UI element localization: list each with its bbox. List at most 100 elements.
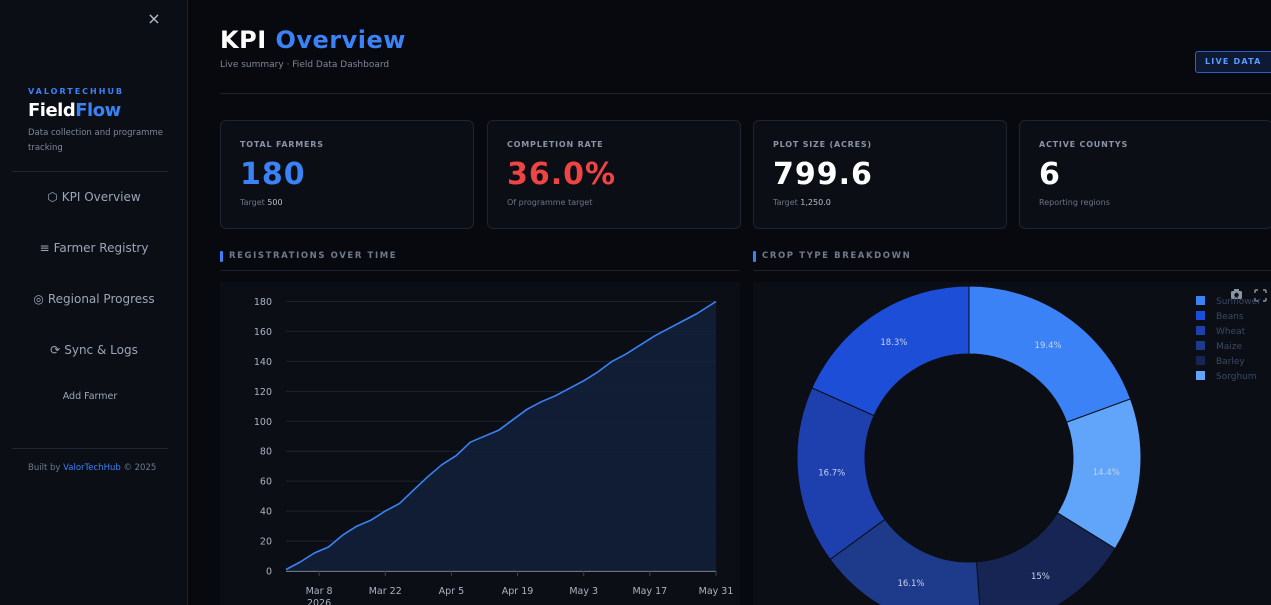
header-divider — [220, 93, 1271, 94]
kpi-card-active-countys: Active Countys 6 Reporting regions — [1019, 120, 1271, 229]
registrations-line — [285, 300, 717, 571]
camera-icon — [1231, 289, 1242, 299]
y-tick-label: 20 — [260, 537, 272, 548]
sidebar-item-label: KPI Overview — [61, 190, 141, 204]
donut-slice — [975, 512, 1116, 605]
y-tick-label: 40 — [260, 507, 272, 518]
slice-label: 15% — [1031, 572, 1050, 582]
kpi-sub-value: 500 — [267, 198, 283, 207]
legend-swatch — [1196, 356, 1205, 365]
kpi-card-total-farmers: Total Farmers 180 Target 500 — [220, 120, 474, 229]
x-tick-label: Mar 8 — [306, 586, 333, 597]
camera-icon-top — [1234, 289, 1239, 292]
kpi-label: Active Countys — [1039, 140, 1129, 149]
legend-swatch — [1196, 296, 1205, 305]
legend-label: Barley — [1216, 357, 1245, 367]
sidebar-divider — [12, 171, 168, 172]
y-tick-label: 0 — [266, 567, 272, 578]
legend-label: Maize — [1216, 342, 1243, 352]
page-title-accent: Overview — [275, 26, 406, 54]
donut-slice — [968, 285, 1132, 423]
footer-link[interactable]: ValorTechHub — [63, 463, 121, 473]
sidebar-item-sync-logs[interactable]: ⟳ Sync & Logs — [0, 343, 188, 357]
sidebar-divider — [12, 448, 168, 449]
kpi-sub: Target 1,250.0 — [773, 198, 831, 207]
sidebar-item-farmer-registry[interactable]: ≡ Farmer Registry — [0, 241, 188, 255]
section-divider — [753, 270, 1271, 271]
legend-label: Beans — [1216, 312, 1244, 322]
fullscreen-icon — [1254, 289, 1267, 302]
page-title-part: KPI — [220, 26, 276, 54]
sidebar-item-regional-progress[interactable]: ◎ Regional Progress — [0, 292, 188, 306]
crop-chart-panel: 19.4% 14.4% 15% 16.1% 16.7% 18.3% Sunflower Bea… — [753, 282, 1271, 605]
hexagon-icon: ⬡ — [47, 190, 58, 204]
page-title: KPI Overview — [220, 26, 406, 54]
legend-swatch — [1196, 371, 1205, 380]
x-tick-label: May 17 — [632, 586, 667, 597]
legend-swatch — [1196, 326, 1205, 335]
kpi-label: Plot Size (Acres) — [773, 140, 872, 149]
section-title-registrations: REGISTRATIONS OVER TIME — [220, 251, 397, 262]
donut-slice — [811, 285, 970, 417]
y-tick-label: 120 — [254, 387, 272, 398]
brand-kicker: VALORTECHHUB — [28, 87, 125, 96]
kpi-sub-value: 1,250.0 — [800, 198, 831, 207]
registrations-area-fill — [286, 301, 716, 571]
kpi-card-plot-size: Plot Size (Acres) 799.6 Target 1,250.0 — [753, 120, 1007, 229]
slice-label: 14.4% — [1093, 468, 1120, 478]
y-tick-label: 80 — [260, 447, 272, 458]
legend-swatch — [1196, 341, 1205, 350]
x-tick-label: May 31 — [699, 586, 734, 597]
y-tick-label: 60 — [260, 477, 272, 488]
sidebar-item-label: Regional Progress — [47, 292, 155, 306]
brand-description: Data collection and programme tracking — [28, 128, 163, 153]
kpi-label: Completion Rate — [507, 140, 604, 149]
legend-label: Wheat — [1216, 327, 1246, 337]
x-tick-label: Apr 5 — [439, 586, 465, 597]
section-divider — [220, 270, 740, 271]
section-title-crop: CROP TYPE BREAKDOWN — [753, 251, 911, 262]
slice-label: 16.1% — [897, 579, 924, 589]
target-icon: ◎ — [33, 292, 44, 306]
sidebar: × VALORTECHHUB FieldFlow Data collection… — [0, 0, 188, 605]
add-farmer-button[interactable]: Add Farmer — [62, 391, 118, 402]
y-tick-label: 140 — [254, 357, 272, 368]
sync-icon: ⟳ — [50, 343, 61, 357]
sidebar-item-label: Sync & Logs — [64, 343, 138, 357]
brand-name-accent: Flow — [75, 100, 121, 121]
kpi-card-completion-rate: Completion Rate 36.0% Of programme targe… — [487, 120, 741, 229]
kpi-label: Total Farmers — [240, 140, 324, 149]
registrations-chart-panel: 0 20 40 60 80 100 120 140 160 180 Mar 8 2026 Mar 22 A… — [220, 282, 740, 605]
x-tick-label: May 3 — [569, 586, 598, 597]
kpi-sub-prefix: Target — [240, 198, 268, 207]
crop-donut-chart: 19.4% 14.4% 15% 16.1% 16.7% 18.3% Sunflower Bea… — [796, 285, 1267, 605]
x-tick-label: Apr 19 — [502, 586, 534, 597]
sidebar-item-kpi-overview[interactable]: ⬡ KPI Overview — [0, 190, 188, 204]
kpi-value: 180 — [240, 157, 306, 192]
kpi-sub-prefix: Of programme target — [507, 198, 593, 207]
legend-label: Sorghum — [1216, 372, 1257, 382]
kpi-sub: Reporting regions — [1039, 198, 1110, 207]
x-tick-year-label: 2026 — [307, 598, 331, 605]
brand-name-part: Field — [28, 100, 76, 121]
close-icon[interactable]: × — [147, 9, 161, 28]
page-subtitle: Live summary · Field Data Dashboard — [220, 60, 390, 70]
footer-suffix: © 2025 — [120, 463, 157, 473]
kpi-value: 6 — [1039, 157, 1061, 192]
kpi-sub: Of programme target — [507, 198, 592, 207]
sidebar-item-label: Farmer Registry — [53, 241, 149, 255]
camera-icon-lens — [1234, 292, 1239, 298]
legend-label: Sunflower — [1216, 297, 1261, 307]
slice-label: 18.3% — [880, 338, 907, 348]
sidebar-footer: Built by ValorTechHub © 2025 — [28, 461, 158, 476]
kpi-value: 799.6 — [773, 157, 873, 192]
live-data-badge: LIVE DATA — [1195, 51, 1271, 73]
footer-prefix: Built by — [28, 463, 64, 473]
slice-label: 19.4% — [1035, 341, 1062, 351]
list-icon: ≡ — [39, 241, 50, 255]
kpi-sub: Target 500 — [240, 198, 283, 207]
slice-label: 16.7% — [818, 469, 845, 479]
y-tick-label: 160 — [254, 327, 272, 338]
y-tick-label: 180 — [254, 297, 272, 308]
